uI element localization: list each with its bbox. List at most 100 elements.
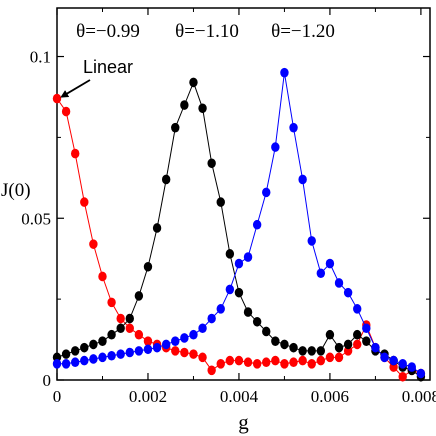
data-point <box>107 297 116 308</box>
data-point <box>362 323 371 334</box>
data-point <box>343 287 353 298</box>
data-point <box>70 346 80 356</box>
data-point <box>280 339 289 350</box>
x-tick-label: 0.002 <box>129 387 167 406</box>
data-point <box>243 307 253 317</box>
data-point <box>80 355 89 366</box>
series-label: θ=−0.99 <box>76 21 140 42</box>
data-point <box>380 352 389 363</box>
labels-layer: 0 0.002 0.004 0.006 0.008 0 0.05 0.1 g J(0) θ=−0.9… <box>1 21 436 434</box>
data-point <box>198 352 207 363</box>
data-point <box>262 326 271 337</box>
data-point <box>316 268 326 279</box>
data-point <box>61 359 71 369</box>
data-point <box>70 148 80 159</box>
data-point <box>143 344 153 355</box>
annotation-arrow <box>60 79 91 98</box>
data-point <box>252 316 262 327</box>
x-tick-label: 0 <box>53 387 62 406</box>
series-group <box>52 67 426 379</box>
annotation-linear-text: Linear <box>83 57 133 77</box>
data-point <box>180 347 189 358</box>
y-tick-label: 0 <box>43 371 52 390</box>
y-tick-label: 0.05 <box>21 209 51 228</box>
data-point <box>61 349 71 359</box>
data-point <box>353 329 362 340</box>
data-point <box>134 329 144 340</box>
data-point <box>234 287 244 298</box>
data-point <box>189 77 198 88</box>
data-point <box>171 122 180 133</box>
data-point <box>216 197 225 207</box>
data-point <box>143 261 153 272</box>
data-point <box>307 236 316 246</box>
x-tick-label: 0.008 <box>402 387 436 406</box>
data-point <box>225 284 235 295</box>
data-point <box>80 342 89 353</box>
data-point <box>307 359 316 369</box>
data-point <box>271 336 280 346</box>
data-point <box>298 355 307 366</box>
data-point <box>216 359 225 369</box>
data-point <box>280 67 289 78</box>
data-point <box>298 346 307 356</box>
data-point <box>225 249 235 259</box>
data-point <box>125 313 134 324</box>
data-point <box>225 355 235 366</box>
data-point <box>252 219 262 230</box>
data-point <box>325 258 335 269</box>
data-point <box>234 258 244 269</box>
data-point <box>398 371 407 382</box>
series-label: θ=−1.10 <box>175 21 239 42</box>
data-point <box>107 350 116 361</box>
data-point <box>289 357 298 368</box>
data-point <box>116 323 125 334</box>
data-point <box>353 304 362 314</box>
y-tick-label: 0.1 <box>30 48 51 67</box>
data-point <box>207 158 216 169</box>
data-point <box>89 354 98 364</box>
data-point <box>398 359 407 369</box>
data-point <box>325 329 335 340</box>
data-point <box>52 359 62 369</box>
data-point <box>371 342 380 353</box>
data-point <box>189 349 198 359</box>
series-group <box>52 77 426 382</box>
y-axis-label: J(0) <box>1 180 31 201</box>
data-point <box>289 122 298 133</box>
data-point <box>134 291 144 301</box>
axes-layer <box>56 7 431 381</box>
data-point <box>243 252 253 262</box>
data-point <box>198 103 207 114</box>
data-point <box>316 346 326 356</box>
data-point <box>207 313 216 324</box>
data-point <box>271 142 280 152</box>
data-point <box>325 352 335 363</box>
data-point <box>362 336 371 346</box>
data-point <box>298 174 307 185</box>
data-point <box>180 100 189 110</box>
data-point <box>152 223 162 233</box>
data-point <box>89 339 98 350</box>
data-point <box>407 362 417 372</box>
data-point <box>334 278 344 288</box>
data-point <box>89 239 98 249</box>
series-layer <box>52 67 426 382</box>
data-point <box>389 355 398 366</box>
data-point <box>271 355 280 366</box>
x-axis-label: g <box>238 410 249 434</box>
data-point <box>116 349 125 359</box>
data-point <box>171 336 180 346</box>
data-point <box>252 359 262 369</box>
data-point <box>216 304 225 314</box>
data-point <box>98 352 107 363</box>
data-point <box>316 355 326 366</box>
data-point <box>234 355 244 366</box>
data-point <box>152 342 162 353</box>
data-point <box>243 357 253 368</box>
data-point <box>61 106 71 117</box>
data-point <box>161 339 171 350</box>
data-point <box>80 197 89 207</box>
